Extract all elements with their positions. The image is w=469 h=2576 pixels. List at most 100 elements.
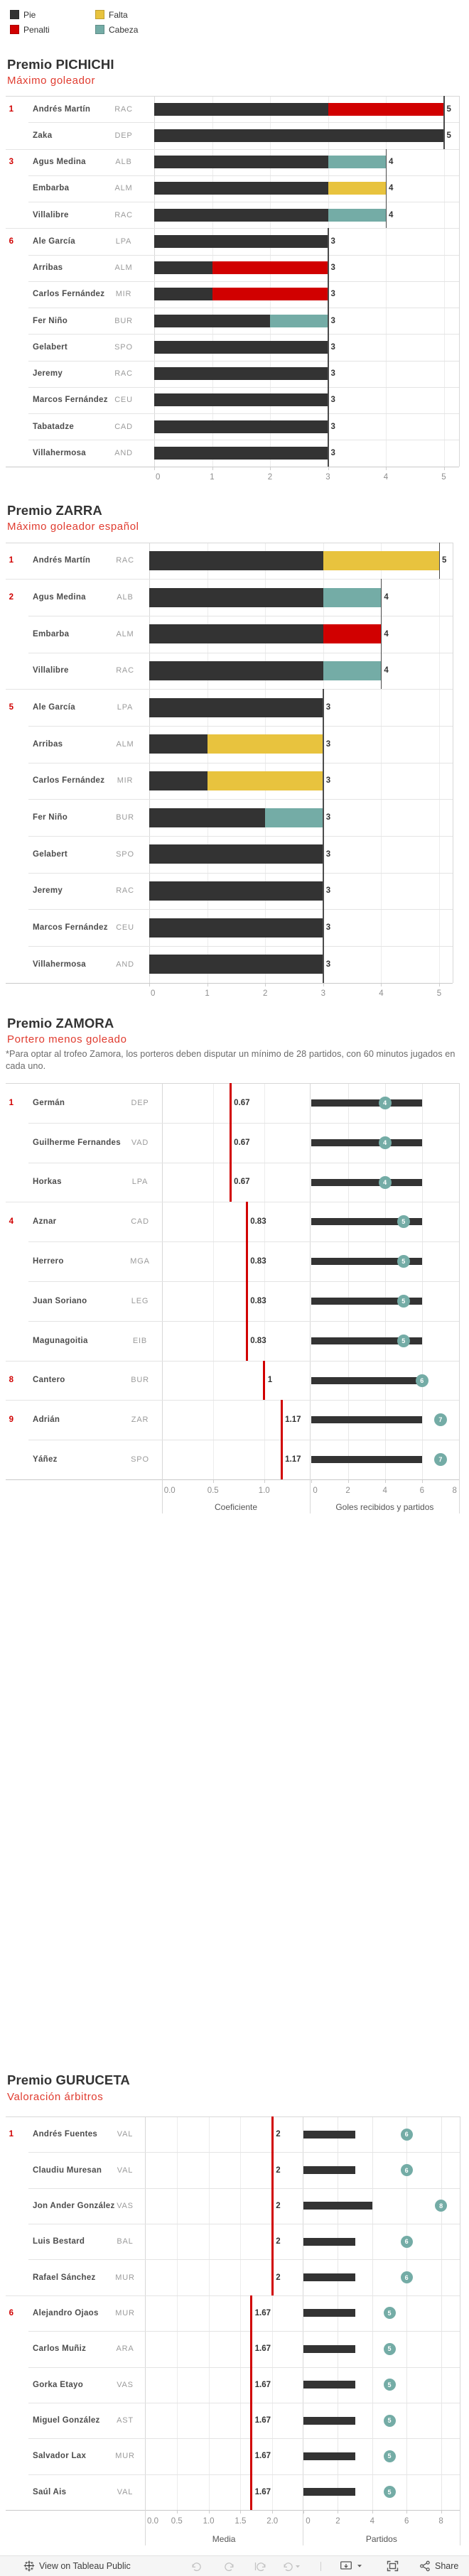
total-reference-line[interactable] bbox=[323, 689, 324, 983]
value-circle[interactable]: 6 bbox=[400, 2271, 413, 2284]
bar-segment-pie[interactable] bbox=[154, 314, 270, 327]
bar-segment-falta[interactable] bbox=[207, 734, 323, 754]
row-player-name[interactable]: Embarba bbox=[33, 184, 70, 193]
bar-segment-penalti[interactable] bbox=[212, 288, 328, 301]
value-circle[interactable]: 5 bbox=[383, 2486, 396, 2499]
row-team-code[interactable]: ZAR bbox=[131, 1415, 149, 1425]
bar-segment-cabeza[interactable] bbox=[270, 314, 328, 327]
replay-button[interactable] bbox=[254, 2556, 266, 2576]
row-team-code[interactable]: CEU bbox=[116, 923, 134, 933]
bar-segment-penalti[interactable] bbox=[212, 261, 328, 275]
value-circle[interactable]: 5 bbox=[383, 2307, 396, 2320]
legend-item-cabeza[interactable]: Cabeza bbox=[95, 25, 159, 35]
partidos-bar[interactable] bbox=[303, 2273, 355, 2282]
bar-segment-falta[interactable] bbox=[323, 550, 439, 570]
bar-segment-pie[interactable] bbox=[149, 661, 323, 680]
row-team-code[interactable]: MUR bbox=[115, 2273, 135, 2282]
row-player-name[interactable]: Salvador Lax bbox=[33, 2452, 87, 2461]
row-team-code[interactable]: LPA bbox=[115, 237, 132, 246]
bar-segment-pie[interactable] bbox=[149, 881, 323, 901]
row-player-name[interactable]: Fer Niño bbox=[33, 813, 68, 822]
row-team-code[interactable]: MGA bbox=[130, 1257, 150, 1266]
partidos-bar[interactable] bbox=[311, 1416, 422, 1424]
row-player-name[interactable]: Alejandro Ojaos bbox=[33, 2308, 99, 2317]
row-team-code[interactable]: VAL bbox=[117, 2165, 134, 2175]
bar-segment-cabeza[interactable] bbox=[323, 661, 382, 680]
undo-button[interactable] bbox=[190, 2556, 203, 2576]
row-player-name[interactable]: Juan Soriano bbox=[33, 1296, 87, 1305]
row-player-name[interactable]: Fer Niño bbox=[33, 316, 68, 325]
row-player-name[interactable]: Horkas bbox=[33, 1178, 62, 1187]
row-player-name[interactable]: Villalibre bbox=[33, 210, 69, 219]
partidos-bar[interactable] bbox=[311, 1138, 422, 1146]
row-team-code[interactable]: LPA bbox=[131, 1178, 149, 1187]
row-team-code[interactable]: ALB bbox=[115, 158, 132, 167]
bar-segment-pie[interactable] bbox=[149, 771, 207, 790]
partidos-bar[interactable] bbox=[311, 1258, 422, 1266]
bar-segment-cabeza[interactable] bbox=[328, 208, 386, 222]
bar-segment-pie[interactable] bbox=[154, 182, 328, 195]
bar-segment-pie[interactable] bbox=[154, 447, 328, 460]
bar-segment-pie[interactable] bbox=[154, 340, 328, 354]
partidos-bar[interactable] bbox=[311, 1218, 422, 1226]
view-on-tableau-public-link[interactable]: View on Tableau Public bbox=[39, 2561, 131, 2571]
row-player-name[interactable]: Villahermosa bbox=[33, 449, 86, 457]
bar-segment-pie[interactable] bbox=[154, 156, 328, 169]
row-team-code[interactable]: ARA bbox=[116, 2344, 134, 2354]
total-reference-line[interactable] bbox=[438, 542, 441, 580]
row-player-name[interactable]: Tabatadze bbox=[33, 422, 75, 431]
bar-segment-pie[interactable] bbox=[154, 367, 328, 381]
value-circle[interactable]: 5 bbox=[383, 2414, 396, 2427]
row-team-code[interactable]: VAL bbox=[117, 2487, 134, 2496]
row-team-code[interactable]: VAS bbox=[117, 2201, 134, 2210]
bar-segment-penalti[interactable] bbox=[328, 102, 444, 116]
partidos-bar[interactable] bbox=[303, 2237, 355, 2246]
value-circle[interactable]: 5 bbox=[397, 1334, 410, 1347]
bar-segment-pie[interactable] bbox=[149, 918, 323, 938]
bar-segment-pie[interactable] bbox=[154, 102, 328, 116]
bar-segment-falta[interactable] bbox=[328, 182, 386, 195]
row-player-name[interactable]: Agus Medina bbox=[33, 158, 86, 167]
row-player-name[interactable]: Saúl Ais bbox=[33, 2487, 67, 2496]
fullscreen-button[interactable] bbox=[387, 2556, 399, 2576]
row-team-code[interactable]: LEG bbox=[131, 1296, 149, 1305]
row-player-name[interactable]: Gorka Etayo bbox=[33, 2380, 84, 2389]
value-circle[interactable]: 5 bbox=[383, 2450, 396, 2462]
bar-segment-penalti[interactable] bbox=[323, 624, 382, 644]
row-player-name[interactable]: Jon Ander González bbox=[33, 2201, 115, 2210]
row-player-name[interactable]: Marcos Fernández bbox=[33, 396, 108, 405]
row-player-name[interactable]: Andrés Fuentes bbox=[33, 2130, 98, 2139]
value-circle[interactable]: 4 bbox=[378, 1136, 392, 1149]
bar-segment-pie[interactable] bbox=[149, 587, 323, 607]
row-player-name[interactable]: Carlos Muñiz bbox=[33, 2344, 87, 2354]
bar-segment-pie[interactable] bbox=[149, 697, 323, 717]
row-player-name[interactable]: Germán bbox=[33, 1098, 65, 1107]
value-circle[interactable]: 7 bbox=[433, 1413, 447, 1427]
value-circle[interactable]: 6 bbox=[415, 1374, 428, 1387]
partidos-bar[interactable] bbox=[311, 1099, 422, 1107]
row-player-name[interactable]: Agus Medina bbox=[33, 592, 86, 602]
total-reference-line[interactable] bbox=[385, 148, 387, 229]
share-button[interactable]: Share bbox=[419, 2556, 458, 2576]
row-team-code[interactable]: AND bbox=[114, 449, 133, 457]
row-team-code[interactable]: BAL bbox=[117, 2237, 134, 2246]
bar-segment-cabeza[interactable] bbox=[265, 808, 323, 827]
bar-segment-pie[interactable] bbox=[154, 208, 328, 222]
partidos-bar[interactable] bbox=[311, 1297, 422, 1305]
row-player-name[interactable]: Miguel González bbox=[33, 2416, 100, 2425]
row-player-name[interactable]: Embarba bbox=[33, 629, 70, 638]
row-team-code[interactable]: DEP bbox=[131, 1098, 149, 1107]
value-circle[interactable]: 4 bbox=[378, 1175, 392, 1189]
redo-button[interactable] bbox=[223, 2556, 235, 2576]
value-circle[interactable]: 6 bbox=[400, 2164, 413, 2177]
row-player-name[interactable]: Arribas bbox=[33, 739, 63, 749]
row-team-code[interactable]: VAL bbox=[117, 2130, 134, 2139]
partidos-bar[interactable] bbox=[303, 2166, 355, 2175]
row-player-name[interactable]: Villalibre bbox=[33, 666, 69, 675]
row-player-name[interactable]: Rafael Sánchez bbox=[33, 2273, 96, 2282]
row-team-code[interactable]: RAC bbox=[116, 666, 134, 675]
bar-segment-pie[interactable] bbox=[149, 844, 323, 864]
value-circle[interactable]: 5 bbox=[397, 1215, 410, 1229]
row-team-code[interactable]: MUR bbox=[115, 2308, 135, 2317]
partidos-bar[interactable] bbox=[303, 2452, 355, 2460]
